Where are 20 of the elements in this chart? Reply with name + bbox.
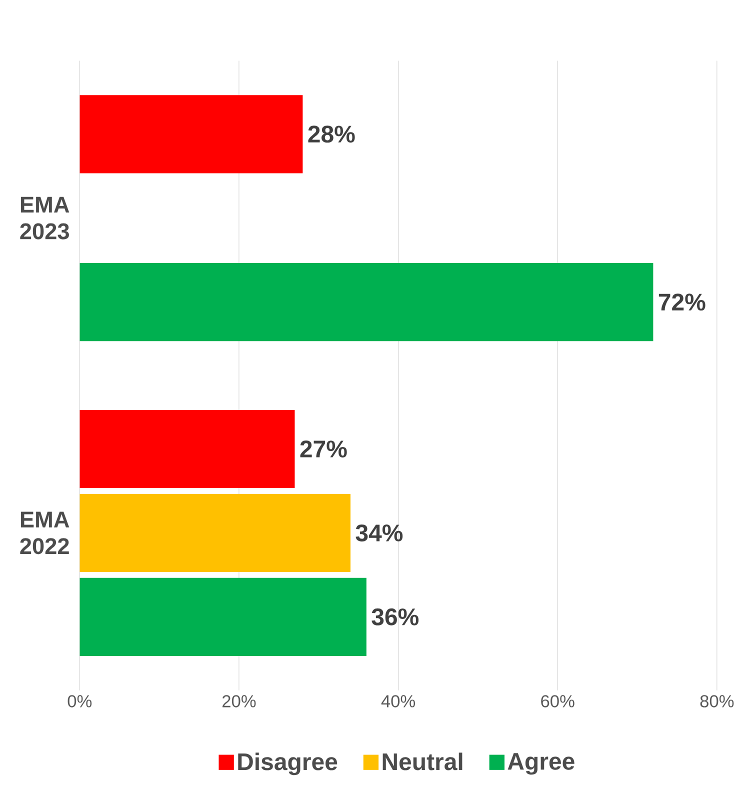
- legend-label: Agree: [508, 753, 574, 775]
- x-tick-label: 20%: [222, 695, 256, 708]
- legend-label: Disagree: [238, 752, 337, 776]
- data-label: 36%: [371, 608, 418, 626]
- bar: [79, 95, 302, 174]
- data-label: 27%: [300, 440, 347, 458]
- bar: [79, 494, 350, 572]
- bar: [79, 263, 653, 342]
- data-label: 34%: [356, 524, 402, 542]
- legend-label: Neutral: [382, 752, 462, 770]
- bar: [79, 410, 295, 488]
- bar: [79, 578, 366, 656]
- x-tick-label: 40%: [381, 695, 415, 708]
- y-tick-label: EMA 2023: [20, 196, 69, 240]
- data-label: 72%: [658, 294, 706, 311]
- data-label: 28%: [308, 126, 355, 143]
- x-tick-label: 80%: [700, 695, 734, 708]
- y-tick-label: EMA 2022: [20, 512, 69, 554]
- x-tick-label: 60%: [540, 695, 574, 708]
- x-tick-label: 0%: [68, 695, 92, 708]
